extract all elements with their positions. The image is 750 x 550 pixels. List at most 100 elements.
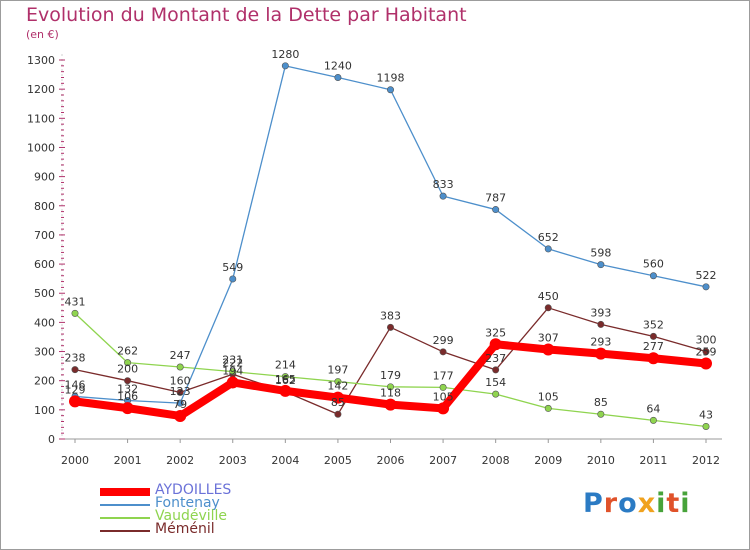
data-point <box>226 376 239 389</box>
y-tick-label: 100 <box>34 404 55 417</box>
x-tick-label: 2004 <box>271 454 299 467</box>
y-tick-label: 1100 <box>27 112 55 125</box>
data-label: 393 <box>590 306 611 319</box>
data-label: 146 <box>65 378 86 391</box>
data-label: 160 <box>170 374 191 387</box>
data-label: 1280 <box>271 48 299 61</box>
data-point <box>492 390 500 398</box>
data-point <box>71 366 79 374</box>
y-tick-label: 700 <box>34 229 55 242</box>
data-label: 652 <box>538 231 559 244</box>
data-point <box>597 261 605 269</box>
y-tick-label: 1000 <box>27 141 55 154</box>
data-label: 197 <box>327 364 348 377</box>
data-label: 293 <box>590 336 611 349</box>
data-point <box>702 348 710 356</box>
data-label: 142 <box>327 380 348 393</box>
data-label: 179 <box>380 369 401 382</box>
data-point <box>649 272 657 280</box>
data-point <box>489 338 502 351</box>
data-label: 85 <box>594 396 608 409</box>
x-tick-label: 2010 <box>587 454 615 467</box>
data-label: 43 <box>699 408 713 421</box>
data-label: 1198 <box>377 72 405 85</box>
data-point <box>386 323 394 331</box>
data-label: 259 <box>696 345 717 358</box>
legend-swatch <box>100 487 150 496</box>
y-tick-label: 200 <box>34 375 55 388</box>
y-tick-label: 300 <box>34 346 55 359</box>
data-label: 300 <box>696 334 717 347</box>
logo-letter: t <box>666 488 681 519</box>
x-tick-label: 2002 <box>166 454 194 467</box>
data-label: 118 <box>380 387 401 400</box>
x-tick-label: 2005 <box>324 454 352 467</box>
data-label: 200 <box>117 363 138 376</box>
legend-item: Méménil <box>100 521 350 537</box>
data-point <box>386 383 394 391</box>
data-label: 64 <box>646 402 660 415</box>
data-point <box>594 347 607 360</box>
data-label: 222 <box>222 356 243 369</box>
data-point <box>702 283 710 291</box>
legend-swatch <box>100 503 150 506</box>
y-tick-label: 500 <box>34 287 55 300</box>
data-label: 352 <box>643 318 664 331</box>
data-point <box>334 410 342 418</box>
logo-letter: P <box>583 488 604 519</box>
data-point <box>229 368 237 376</box>
data-point <box>544 304 552 312</box>
data-label: 214 <box>275 359 296 372</box>
data-point <box>279 384 292 397</box>
data-point <box>384 398 397 411</box>
x-tick-label: 2009 <box>534 454 562 467</box>
data-point <box>281 62 289 70</box>
data-point <box>176 388 184 396</box>
data-point <box>124 377 132 385</box>
data-label: 106 <box>117 390 138 403</box>
logo-letter: r <box>603 488 619 519</box>
y-tick-label: 900 <box>34 171 55 184</box>
data-label: 307 <box>538 331 559 344</box>
y-tick-label: 800 <box>34 200 55 213</box>
data-point <box>437 402 450 415</box>
data-label: 522 <box>696 269 717 282</box>
y-tick-label: 400 <box>34 316 55 329</box>
data-point <box>334 73 342 81</box>
data-point <box>597 410 605 418</box>
legend-item: Vaudéville <box>100 509 350 524</box>
data-label: 129 <box>65 383 86 396</box>
data-point <box>439 383 447 391</box>
tick-labels: 0 100 200 300 400 500 600 700 800 900 1000 1100 1200… <box>27 54 720 467</box>
chart-subtitle: (en €) <box>26 28 59 41</box>
data-point <box>544 245 552 253</box>
data-label: 105 <box>433 390 454 403</box>
data-labels: 129 106 79 194 165 142 118 105 325 307 293 277 259 14… <box>65 48 717 422</box>
data-point <box>439 192 447 200</box>
proxiti-logo: Proxiti <box>583 488 691 519</box>
data-point <box>71 309 79 317</box>
data-point <box>649 332 657 340</box>
data-label: 549 <box>222 261 243 274</box>
logo-letter: x <box>637 488 657 519</box>
y-tick-label: 600 <box>34 258 55 271</box>
legend-label: Méménil <box>155 521 215 537</box>
data-point <box>281 373 289 381</box>
x-tick-label: 2012 <box>692 454 720 467</box>
data-label: 431 <box>65 295 86 308</box>
legend-swatch <box>100 529 150 532</box>
data-point <box>176 363 184 371</box>
legend-item: AYDOILLES <box>100 483 350 498</box>
data-point <box>176 399 184 407</box>
data-point <box>174 409 187 422</box>
data-label: 132 <box>117 383 138 396</box>
data-label: 262 <box>117 345 138 358</box>
data-label: 560 <box>643 258 664 271</box>
data-label: 238 <box>65 352 86 365</box>
series-points <box>69 62 712 430</box>
data-point <box>121 402 134 415</box>
data-point <box>647 352 660 365</box>
logo-letter: i <box>656 488 667 519</box>
data-label: 194 <box>222 364 243 377</box>
data-point <box>229 275 237 283</box>
